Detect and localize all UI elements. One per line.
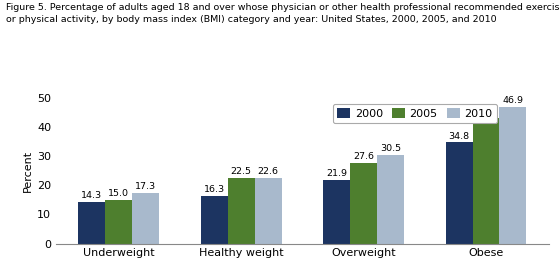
Bar: [377, 155, 404, 244]
Bar: [201, 196, 228, 244]
Text: 17.3: 17.3: [135, 183, 156, 192]
Text: 14.3: 14.3: [81, 191, 102, 200]
Text: 22.5: 22.5: [231, 167, 251, 176]
Bar: [500, 107, 526, 244]
Text: 43.2: 43.2: [475, 107, 497, 116]
Text: 16.3: 16.3: [204, 185, 225, 194]
Text: Figure 5. Percentage of adults aged 18 and over whose physician or other health : Figure 5. Percentage of adults aged 18 a…: [6, 3, 560, 24]
Bar: [132, 193, 159, 244]
Text: 34.8: 34.8: [449, 132, 470, 141]
Text: 30.5: 30.5: [380, 144, 401, 153]
Text: 15.0: 15.0: [108, 189, 129, 198]
Y-axis label: Percent: Percent: [23, 150, 33, 192]
Text: 27.6: 27.6: [353, 153, 374, 162]
Bar: [323, 180, 350, 244]
Bar: [105, 200, 132, 244]
Bar: [473, 118, 500, 244]
Bar: [228, 178, 255, 244]
Bar: [350, 163, 377, 244]
Text: 22.6: 22.6: [258, 167, 279, 176]
Bar: [255, 178, 282, 244]
Text: 21.9: 21.9: [326, 169, 347, 178]
Text: 46.9: 46.9: [502, 96, 524, 105]
Bar: [78, 202, 105, 244]
Legend: 2000, 2005, 2010: 2000, 2005, 2010: [333, 104, 497, 123]
Bar: [446, 142, 473, 244]
